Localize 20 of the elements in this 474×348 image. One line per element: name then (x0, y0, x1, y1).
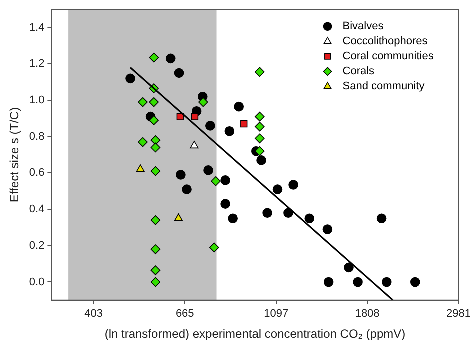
y-tick-label: 1.0 (29, 94, 45, 107)
legend-label: Coral communities (342, 50, 434, 63)
x-tick-label: 403 (84, 308, 103, 320)
y-tick-label: 0.0 (29, 276, 45, 288)
y-tick-label: 1.4 (29, 22, 45, 34)
legend-label: Corals (342, 66, 376, 78)
y-tick-label: 0.6 (29, 167, 45, 180)
x-tick-label: 2981 (446, 308, 472, 320)
y-tick-label: 1.2 (29, 58, 45, 70)
x-tick-label: 1097 (264, 308, 289, 320)
x-tick-label: 1808 (355, 308, 380, 320)
y-axis-title: Effect size s (T/C) (8, 107, 22, 203)
x-axis-title: (ln transformed) experimental concentration CO₂ (ppmV) (104, 327, 406, 342)
y-tick-label: 0.2 (29, 240, 45, 252)
legend-label: Coccolithophores (342, 36, 428, 48)
y-tick-label: 0.8 (29, 130, 45, 143)
legend-label: Bivalves (342, 20, 384, 33)
y-tick-label: 0.4 (29, 204, 45, 216)
legend-label: Sand community (342, 80, 426, 93)
x-tick-label: 665 (176, 308, 194, 320)
